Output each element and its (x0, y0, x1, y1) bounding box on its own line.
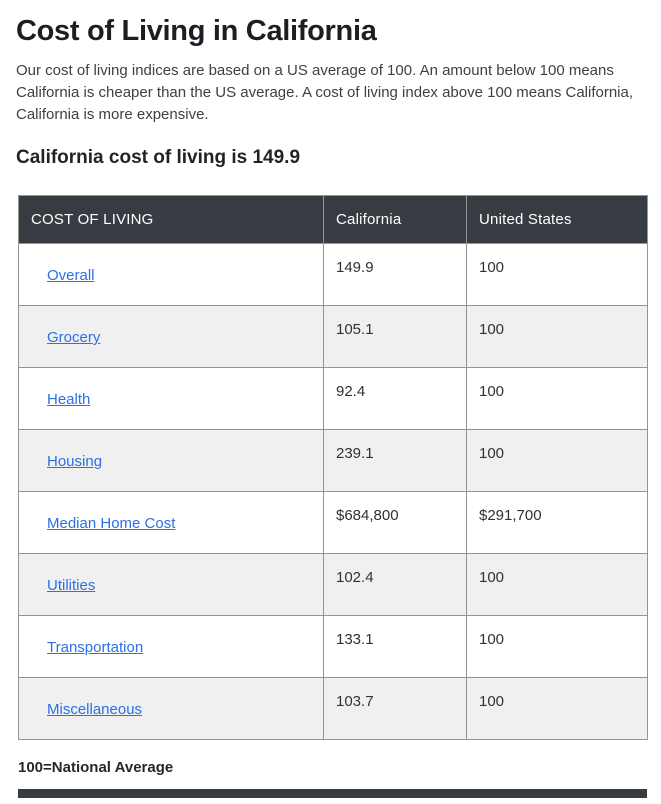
table-row: Utilities 102.4 100 (18, 553, 648, 616)
category-link-miscellaneous[interactable]: Miscellaneous (47, 701, 143, 718)
footnote: 100=National Average (18, 759, 174, 776)
united-states-value-cell: 100 (466, 615, 648, 678)
category-link-transportation[interactable]: Transportation (47, 639, 144, 656)
category-link-housing[interactable]: Housing (47, 453, 103, 470)
table-body: Overall 149.9 100 Grocery 105.1 100 Health 92.4… (18, 243, 648, 740)
category-cell: Miscellaneous (18, 677, 324, 740)
category-cell: Median Home Cost (18, 491, 324, 554)
table-row: Transportation 133.1 100 (18, 615, 648, 678)
category-cell: Housing (18, 429, 324, 492)
category-cell: Utilities (18, 553, 324, 616)
california-value-cell: 239.1 (323, 429, 467, 492)
united-states-value-cell: 100 (466, 243, 648, 306)
column-header-california: California (323, 195, 467, 244)
next-table-header-partial (18, 789, 647, 798)
category-link-overall[interactable]: Overall (47, 267, 95, 284)
table-row: Grocery 105.1 100 (18, 305, 648, 368)
table-row: Miscellaneous 103.7 100 (18, 677, 648, 740)
united-states-value-cell: 100 (466, 305, 648, 368)
california-value-cell: 133.1 (323, 615, 467, 678)
cost-of-living-table: COST OF LIVING California United States … (18, 195, 648, 740)
category-cell: Transportation (18, 615, 324, 678)
california-value-cell: 105.1 (323, 305, 467, 368)
table-row: Overall 149.9 100 (18, 243, 648, 306)
united-states-value-cell: 100 (466, 553, 648, 616)
united-states-value-cell: 100 (466, 429, 648, 492)
category-cell: Overall (18, 243, 324, 306)
united-states-value-cell: 100 (466, 367, 648, 430)
california-value-cell: 149.9 (323, 243, 467, 306)
page-title: Cost of Living in California (16, 15, 377, 47)
california-value-cell: 102.4 (323, 553, 467, 616)
united-states-value-cell: 100 (466, 677, 648, 740)
category-cell: Grocery (18, 305, 324, 368)
california-value-cell: $684,800 (323, 491, 467, 554)
california-value-cell: 103.7 (323, 677, 467, 740)
intro-text: Our cost of living indices are based on … (16, 62, 634, 123)
table-row: Housing 239.1 100 (18, 429, 648, 492)
category-link-utilities[interactable]: Utilities (47, 577, 96, 594)
table-header-row: COST OF LIVING California United States (18, 195, 648, 244)
table-header: COST OF LIVING California United States (18, 195, 648, 244)
category-link-health[interactable]: Health (47, 391, 91, 408)
united-states-value-cell: $291,700 (466, 491, 648, 554)
california-value-cell: 92.4 (323, 367, 467, 430)
category-link-grocery[interactable]: Grocery (47, 329, 101, 346)
table-row: Health 92.4 100 (18, 367, 648, 430)
column-header-cost-of-living: COST OF LIVING (18, 195, 324, 244)
category-link-median-home-cost[interactable]: Median Home Cost (47, 515, 176, 532)
table-row: Median Home Cost $684,800 $291,700 (18, 491, 648, 554)
cost-of-living-summary: California cost of living is 149.9 (16, 147, 301, 168)
column-header-united-states: United States (466, 195, 648, 244)
category-cell: Health (18, 367, 324, 430)
